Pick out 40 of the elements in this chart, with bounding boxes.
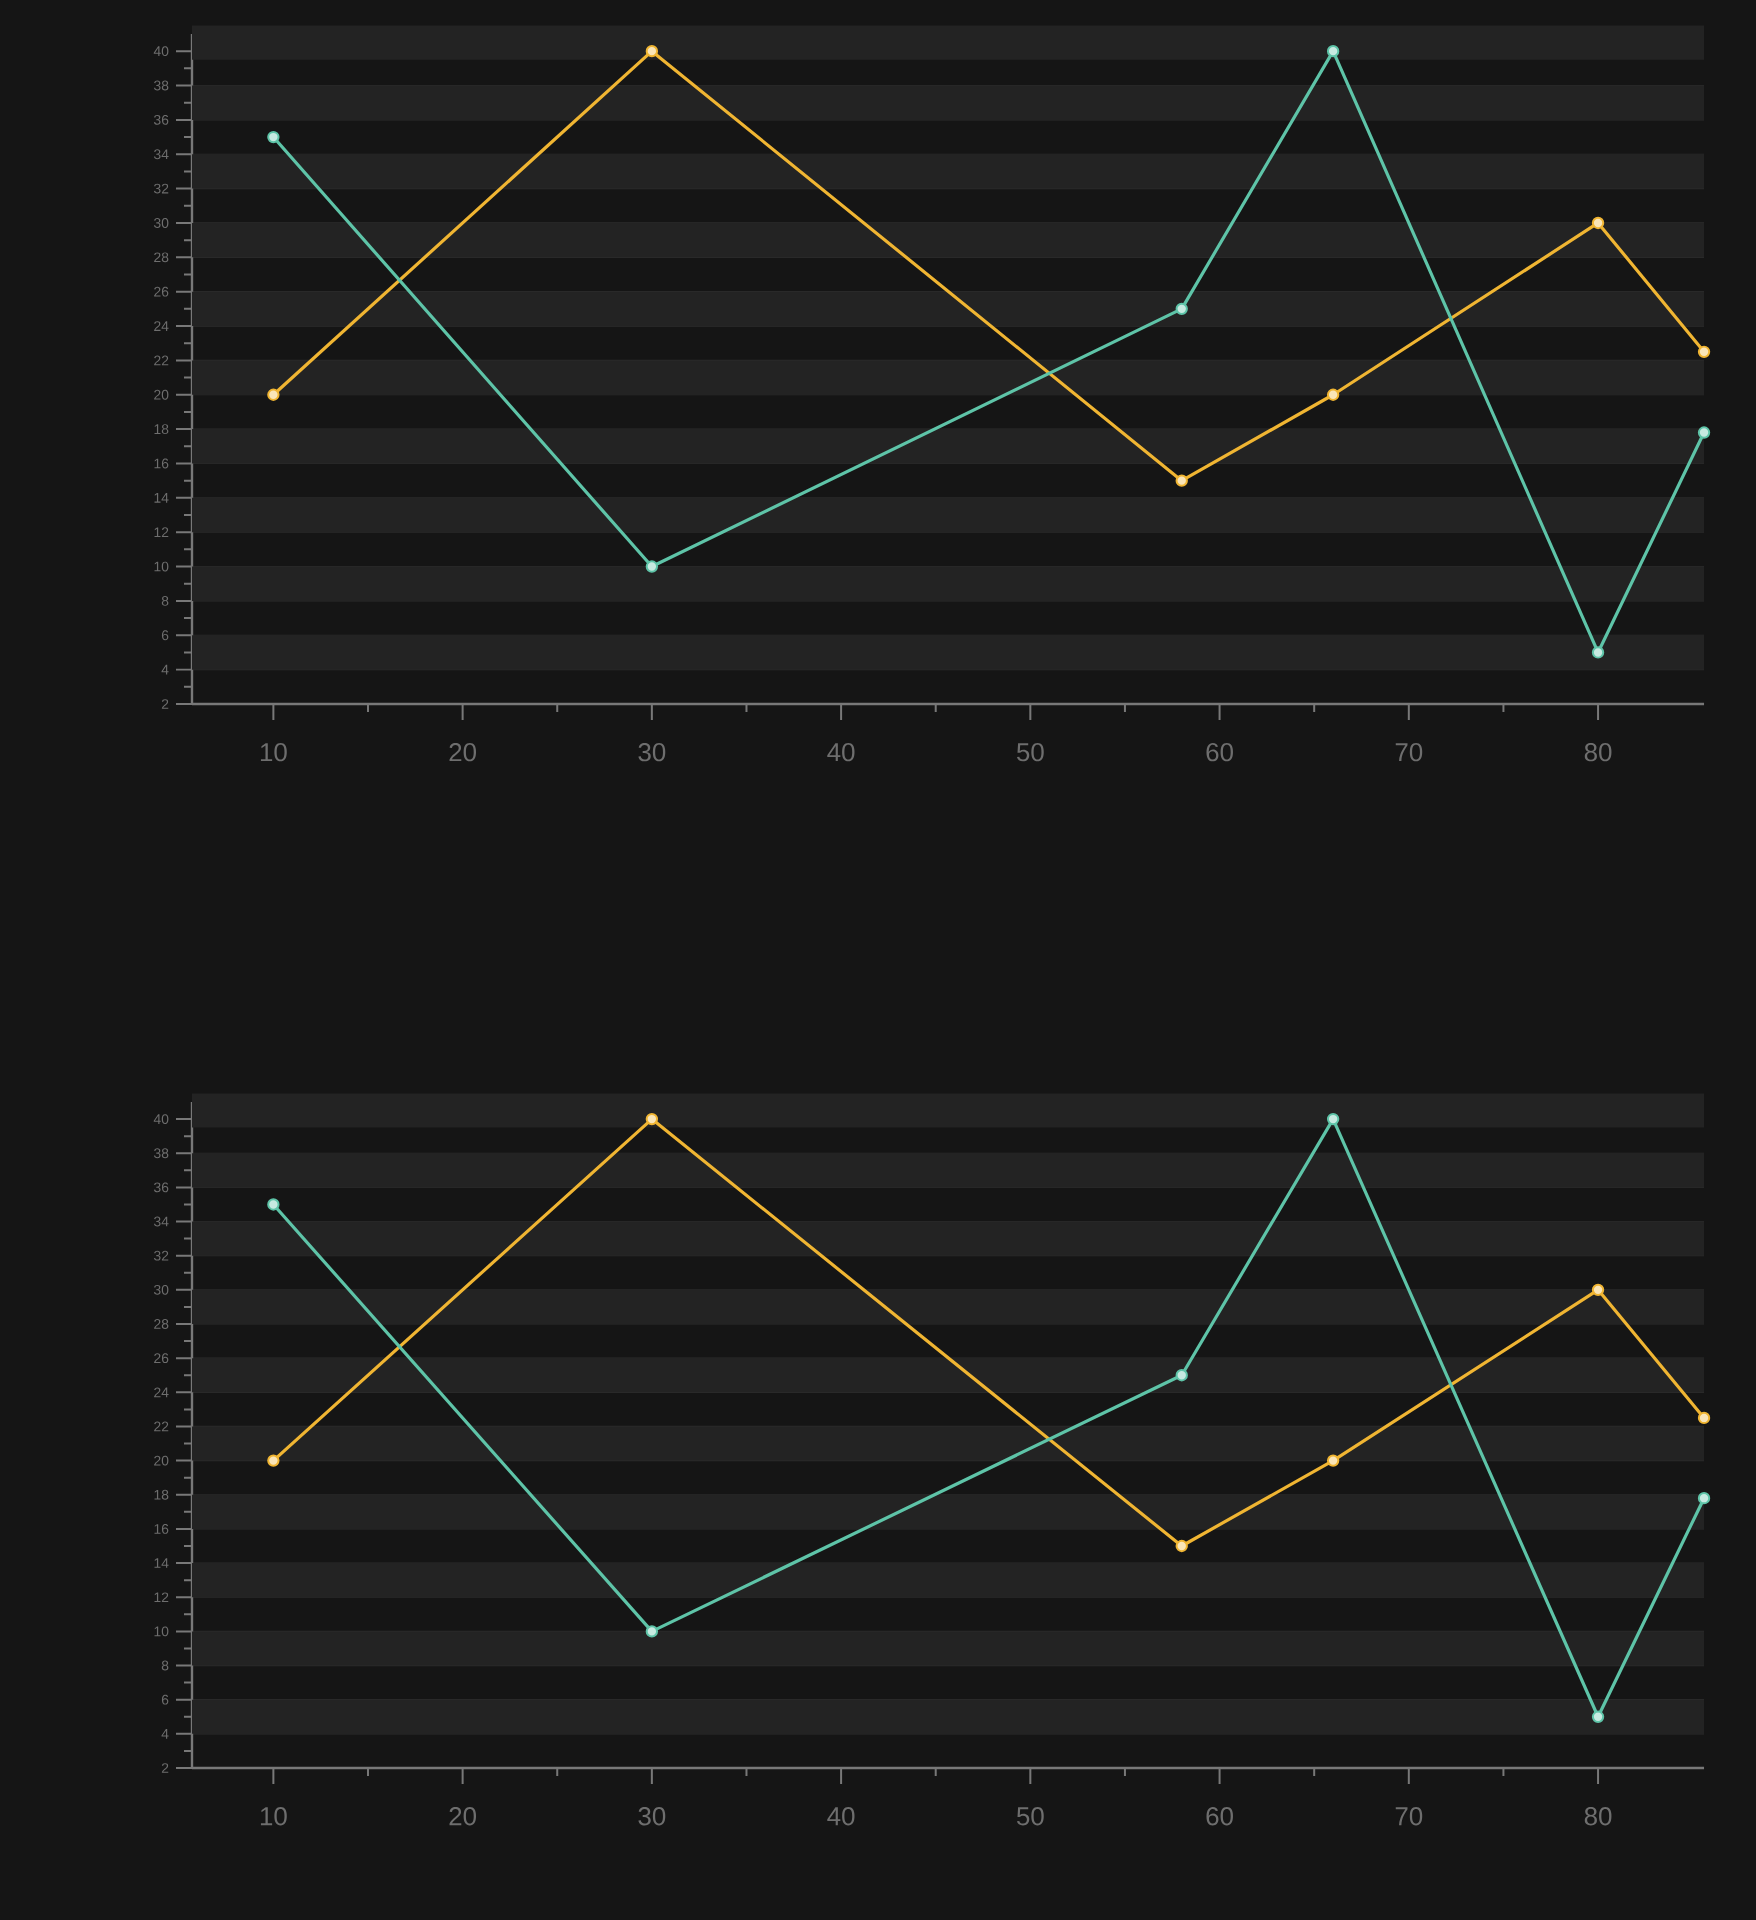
x-tick-label: 70 <box>1395 743 1423 762</box>
point <box>267 388 280 401</box>
point <box>267 1454 280 1467</box>
x-tick-label: 40 <box>827 1807 855 1826</box>
point <box>645 1112 659 1126</box>
point <box>1175 1369 1188 1382</box>
point <box>1326 44 1340 58</box>
point <box>267 130 280 144</box>
x-tick-label: 30 <box>638 1807 666 1826</box>
x-tick-label: 10 <box>260 1807 287 1826</box>
point <box>267 1198 280 1211</box>
x-tick-label: 40 <box>827 743 855 762</box>
x-tick-label: 10 <box>260 743 287 762</box>
point <box>1697 426 1711 439</box>
point <box>1697 1492 1711 1505</box>
x-tick-label: 80 <box>1584 743 1612 762</box>
point <box>1175 474 1188 487</box>
point <box>1591 646 1605 659</box>
point <box>1326 1454 1340 1467</box>
point <box>1175 1539 1188 1553</box>
point <box>1591 1710 1605 1723</box>
point <box>1175 302 1188 316</box>
x-tick-label: 80 <box>1584 1807 1612 1826</box>
x-tick-label: 50 <box>1016 743 1044 762</box>
point <box>645 1625 659 1638</box>
point <box>1326 388 1340 401</box>
x-tick-label: 70 <box>1395 1807 1423 1826</box>
x-tick-label: 50 <box>1016 1807 1044 1826</box>
x-tick-label: 20 <box>449 743 477 762</box>
point <box>1591 216 1605 230</box>
point <box>1591 1283 1605 1297</box>
point <box>645 44 659 58</box>
x-tick-label: 60 <box>1206 743 1233 762</box>
x-tick-label: 20 <box>449 1807 477 1826</box>
point <box>1697 345 1711 358</box>
x-tick-label: 30 <box>638 743 666 762</box>
point <box>1326 1112 1340 1126</box>
x-tick-label: 60 <box>1206 1807 1233 1826</box>
point <box>1697 1411 1711 1425</box>
point <box>645 560 659 573</box>
